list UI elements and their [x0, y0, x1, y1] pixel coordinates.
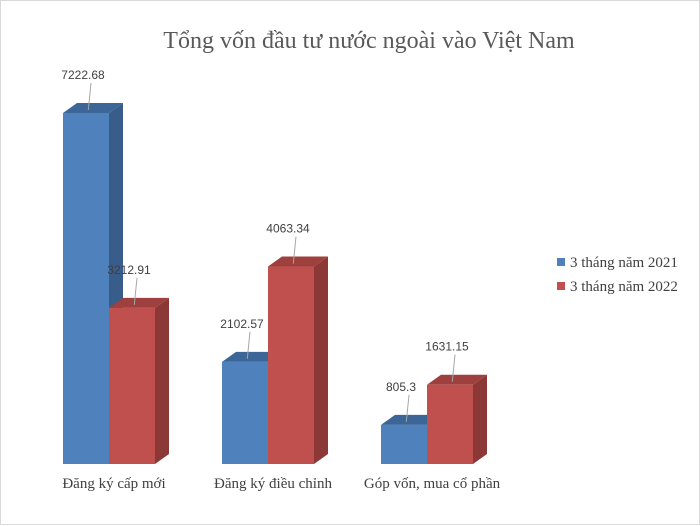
leader-line-s2021-2	[405, 394, 410, 422]
category-label-0: Đăng ký cấp mới	[62, 476, 165, 492]
data-label-s2021-0: 7222.68	[61, 68, 105, 82]
bar-side-s2022-2	[473, 374, 487, 464]
leader-line-s2021-0	[87, 82, 92, 111]
leader-line-s2022-1	[292, 236, 297, 264]
leader-lines-group	[87, 82, 456, 422]
chart-title: Tổng vốn đầu tư nước ngoài vào Việt Nam	[163, 28, 575, 54]
bars-group	[63, 103, 487, 464]
data-label-s2022-0: 3212.91	[107, 263, 151, 277]
data-label-s2021-1: 2102.57	[220, 317, 264, 331]
data-label-s2021-2: 805.3	[386, 380, 416, 394]
legend-label-s2022: 3 tháng năm 2022	[570, 279, 678, 295]
data-labels-group: 7222.68 3212.91 2102.57 4063.34 805.3 1631.15	[61, 68, 469, 394]
leader-line-s2022-2	[451, 354, 456, 382]
bar-s2022-0	[109, 307, 155, 464]
bar-s2021-2	[381, 424, 427, 464]
bar-top-s2021-2	[381, 414, 441, 425]
bar-s2021-0	[63, 113, 109, 464]
legend-swatch-s2022	[557, 282, 565, 290]
bar-s2022-2	[427, 384, 473, 464]
category-label-2: Góp vốn, mua cổ phần	[364, 476, 501, 492]
bar-top-s2022-1	[268, 256, 328, 267]
data-label-s2022-2: 1631.15	[425, 340, 469, 354]
category-label-1: Đăng ký điều chỉnh	[214, 476, 332, 492]
data-label-s2022-1: 4063.34	[266, 222, 310, 236]
legend-label-s2021: 3 tháng năm 2021	[570, 255, 678, 271]
legend: 3 tháng năm 2021 3 tháng năm 2022	[557, 255, 678, 295]
bar-top-s2021-1	[222, 351, 282, 362]
bar-side-s2022-0	[155, 297, 169, 464]
leader-line-s2022-0	[133, 277, 138, 305]
bar-s2021-1	[222, 361, 268, 464]
leader-line-s2021-1	[246, 331, 251, 359]
legend-swatch-s2021	[557, 258, 565, 266]
bar-top-s2021-0	[63, 103, 123, 113]
bar-top-s2022-0	[109, 297, 169, 308]
bar-top-s2022-2	[427, 374, 487, 385]
bar-s2022-1	[268, 266, 314, 464]
category-labels-group: Đăng ký cấp mới Đăng ký điều chỉnh Góp vốn…	[62, 476, 500, 492]
bar-side-s2022-1	[314, 256, 328, 464]
